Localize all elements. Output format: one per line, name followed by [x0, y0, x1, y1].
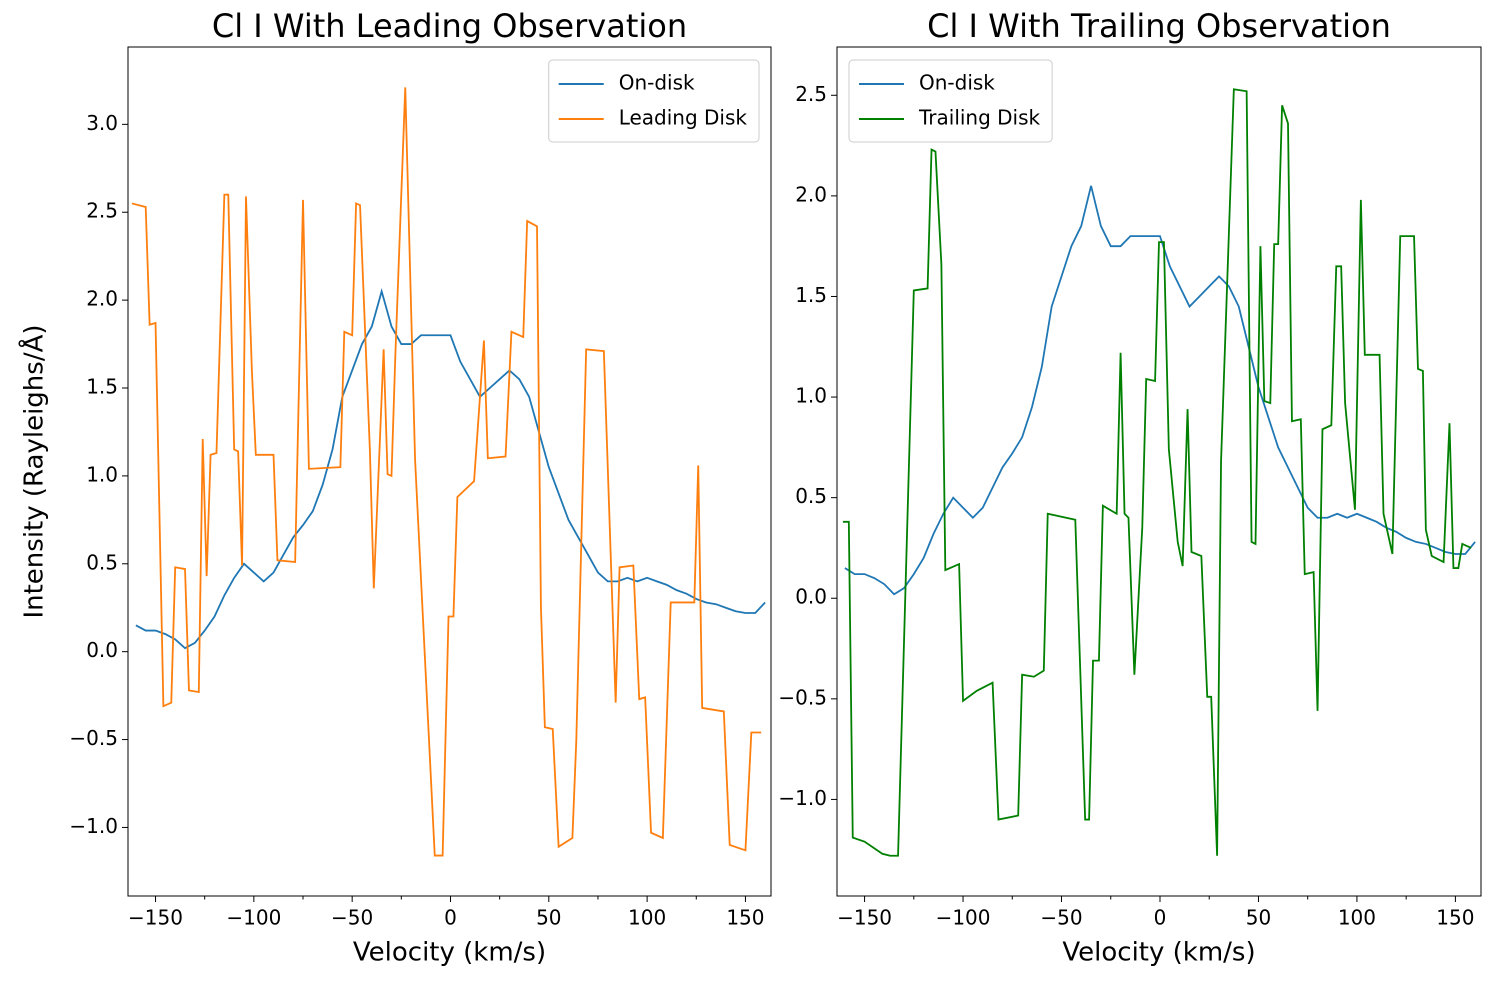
series-line — [842, 88, 1472, 857]
y-tick-label: −1.0 — [778, 786, 827, 810]
x-tick-label: −50 — [331, 906, 373, 930]
y-tick-label: 0.0 — [86, 638, 118, 662]
x-tick-label: −50 — [1040, 906, 1082, 930]
y-tick-label: −1.0 — [69, 814, 118, 838]
legend-box — [548, 59, 760, 143]
y-tick-label: 0.5 — [86, 550, 118, 574]
legend-label: Leading Disk — [619, 106, 748, 130]
y-tick-label: 1.5 — [795, 283, 827, 307]
y-tick-label: 2.0 — [795, 182, 827, 206]
legend: On-disk Leading Disk — [548, 59, 760, 143]
y-tick-label: 0.5 — [795, 484, 827, 508]
series-line — [131, 87, 762, 857]
y-tick-label: 1.0 — [795, 384, 827, 408]
x-tick-label: 50 — [536, 906, 561, 930]
x-tick-label: 100 — [628, 906, 666, 930]
x-tick-label: 150 — [1436, 906, 1474, 930]
axes-frame — [836, 46, 1482, 897]
y-tick-label: 2.5 — [86, 199, 118, 223]
y-axis-label: Intensity (Rayleighs/Å) — [18, 324, 50, 618]
x-axis-label: Velocity (km/s) — [353, 938, 546, 968]
y-tick-label: 3.0 — [86, 111, 118, 135]
axes-frame — [127, 46, 772, 897]
x-tick-label: −100 — [226, 906, 281, 930]
x-tick-label: 50 — [1246, 906, 1271, 930]
legend-label: Trailing Disk — [918, 106, 1041, 130]
chart-title: Cl I With Leading Observation — [212, 7, 687, 45]
y-tick-label: 2.5 — [795, 82, 827, 106]
y-tick-label: 1.0 — [86, 462, 118, 486]
legend-label: On-disk — [919, 71, 995, 95]
legend-box — [848, 59, 1053, 143]
x-tick-label: −150 — [837, 906, 892, 930]
y-tick-label: −0.5 — [778, 685, 827, 709]
x-tick-label: 100 — [1338, 906, 1376, 930]
x-tick-label: −100 — [936, 906, 991, 930]
chart-title: Cl I With Trailing Observation — [927, 7, 1391, 45]
y-tick-label: −0.5 — [69, 726, 118, 750]
legend: On-disk Trailing Disk — [848, 59, 1053, 143]
x-axis-label: Velocity (km/s) — [1062, 938, 1255, 968]
y-tick-label: 0.0 — [795, 585, 827, 609]
x-tick-label: 150 — [726, 906, 764, 930]
legend-label: On-disk — [619, 71, 695, 95]
x-tick-label: −150 — [128, 906, 183, 930]
series-line — [135, 287, 766, 650]
y-tick-label: 1.5 — [86, 375, 118, 399]
series-line — [844, 185, 1476, 596]
x-tick-label: 0 — [1154, 906, 1167, 930]
y-tick-label: 2.0 — [86, 287, 118, 311]
subplot: −1.0 −0.5 0.0 0.5 1.0 1.5 2.0 2.5 3.0 −150 −100 −50… — [18, 7, 772, 968]
subplot: −1.0 −0.5 0.0 0.5 1.0 1.5 2.0 2.5 −150 −100 −50 0 50… — [778, 7, 1482, 968]
x-tick-label: 0 — [444, 906, 457, 930]
